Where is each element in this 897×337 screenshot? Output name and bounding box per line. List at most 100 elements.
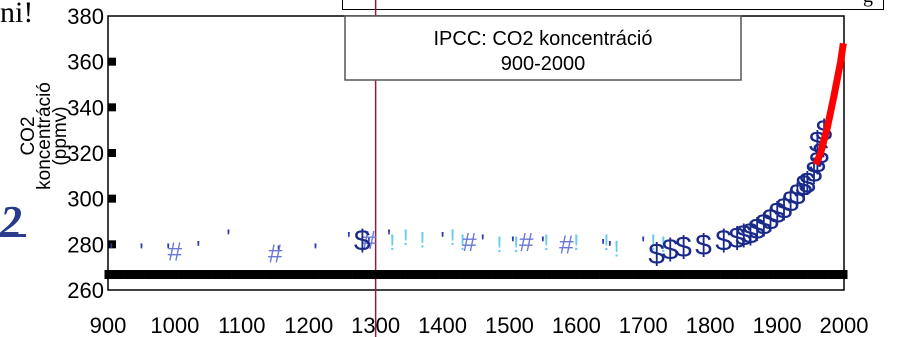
data-marker: # [519, 227, 534, 257]
data-marker: $ [715, 224, 732, 257]
data-marker [131, 270, 139, 280]
x-tick-label: 1700 [619, 313, 668, 337]
title-box [344, 15, 742, 81]
data-marker [699, 270, 707, 280]
x-tick-label: 1400 [418, 313, 467, 337]
data-marker: ' [601, 234, 605, 259]
data-marker [659, 270, 667, 280]
data-marker [251, 270, 259, 280]
data-marker: $ [695, 229, 712, 262]
data-marker: # [268, 239, 283, 269]
data-marker [178, 270, 186, 280]
data-marker: $ [735, 220, 752, 253]
data-marker [546, 270, 554, 280]
data-marker: $ [729, 222, 746, 255]
data-marker [124, 270, 132, 280]
y-tick-label: 260 [67, 278, 104, 303]
data-marker: ! [496, 232, 502, 257]
data-marker [325, 270, 333, 280]
data-marker: ! [389, 230, 395, 255]
data-marker [793, 270, 801, 280]
y-tick-mark [108, 149, 116, 157]
data-marker [258, 270, 266, 280]
data-marker: $ [755, 208, 772, 241]
x-tick-label: 1800 [686, 313, 735, 337]
clipped-rule [0, 234, 26, 237]
data-marker [224, 270, 232, 280]
y-tick-labels: 260 280 300 320 340 360 380 [67, 4, 104, 303]
data-marker [352, 270, 360, 280]
data-marker [639, 270, 647, 280]
data-marker: ! [613, 237, 619, 262]
data-marker: ' [109, 239, 113, 264]
data-marker [311, 270, 319, 280]
data-marker: # [362, 225, 377, 255]
data-marker [345, 270, 353, 280]
data-marker [439, 270, 447, 280]
data-marker: $ [675, 231, 692, 264]
data-marker [766, 270, 774, 280]
x-tick-label: 900 [90, 313, 127, 337]
data-marker: $ [762, 204, 779, 237]
data-marker [800, 270, 808, 280]
data-marker [539, 270, 547, 280]
data-marker [786, 270, 794, 280]
data-marker: ' [226, 225, 230, 250]
data-marker [780, 270, 788, 280]
data-marker [813, 270, 821, 280]
data-marker [512, 270, 520, 280]
data-marker [472, 270, 480, 280]
data-marker: $ [782, 185, 799, 218]
data-marker [318, 270, 326, 280]
data-marker: $ [769, 197, 786, 230]
y-tick-label: 280 [67, 232, 104, 257]
data-marker [298, 270, 306, 280]
data-points: ' ' ' ' '' ' ' ' ' ' ' ' ' ' ' '!!!!!!!!!!!! !# # # # # #$ $$$… [104, 115, 848, 280]
data-marker: ' [608, 237, 612, 262]
modern-co2-line [812, 42, 847, 166]
data-marker: ' [541, 232, 545, 257]
data-marker [398, 270, 406, 280]
data-marker [459, 270, 467, 280]
data-marker: ' [347, 227, 351, 252]
data-marker [693, 270, 701, 280]
data-marker: $ [648, 238, 665, 271]
data-marker [840, 270, 848, 280]
data-marker: ' [139, 239, 143, 264]
data-marker: $ [789, 179, 806, 212]
data-marker [365, 270, 373, 280]
y-axis-label-line: CO2 [18, 116, 39, 155]
data-marker [191, 270, 199, 280]
x-tick-labels: 900 1000 1100 1200 1300 1400 1500 1600 1700 1800 1… [90, 313, 869, 337]
data-marker [372, 270, 380, 280]
chart-title-line-1: IPCC: CO2 koncentráció [434, 28, 653, 50]
data-marker [619, 270, 627, 280]
data-marker [559, 270, 567, 280]
x-tick-label: 1600 [552, 313, 601, 337]
data-marker [713, 270, 721, 280]
data-marker [646, 270, 654, 280]
data-marker: ! [543, 230, 549, 255]
data-marker [245, 270, 253, 280]
data-marker: $ [354, 224, 371, 257]
data-marker [204, 270, 212, 280]
data-marker [305, 270, 313, 280]
data-marker [526, 270, 534, 280]
data-marker [392, 270, 400, 280]
data-marker: # [168, 236, 183, 266]
data-marker [171, 270, 179, 280]
data-marker [566, 270, 574, 280]
data-marker [673, 270, 681, 280]
data-marker [271, 270, 279, 280]
clipped-heading-fragment: ni! [0, 0, 34, 29]
data-marker: ! [513, 232, 519, 257]
data-marker: ' [367, 232, 371, 257]
data-marker: $ [775, 192, 792, 225]
data-marker: ! [450, 225, 456, 250]
data-marker [726, 270, 734, 280]
data-marker [291, 270, 299, 280]
data-marker [445, 270, 453, 280]
data-marker: ! [460, 230, 466, 255]
data-marker [285, 270, 293, 280]
